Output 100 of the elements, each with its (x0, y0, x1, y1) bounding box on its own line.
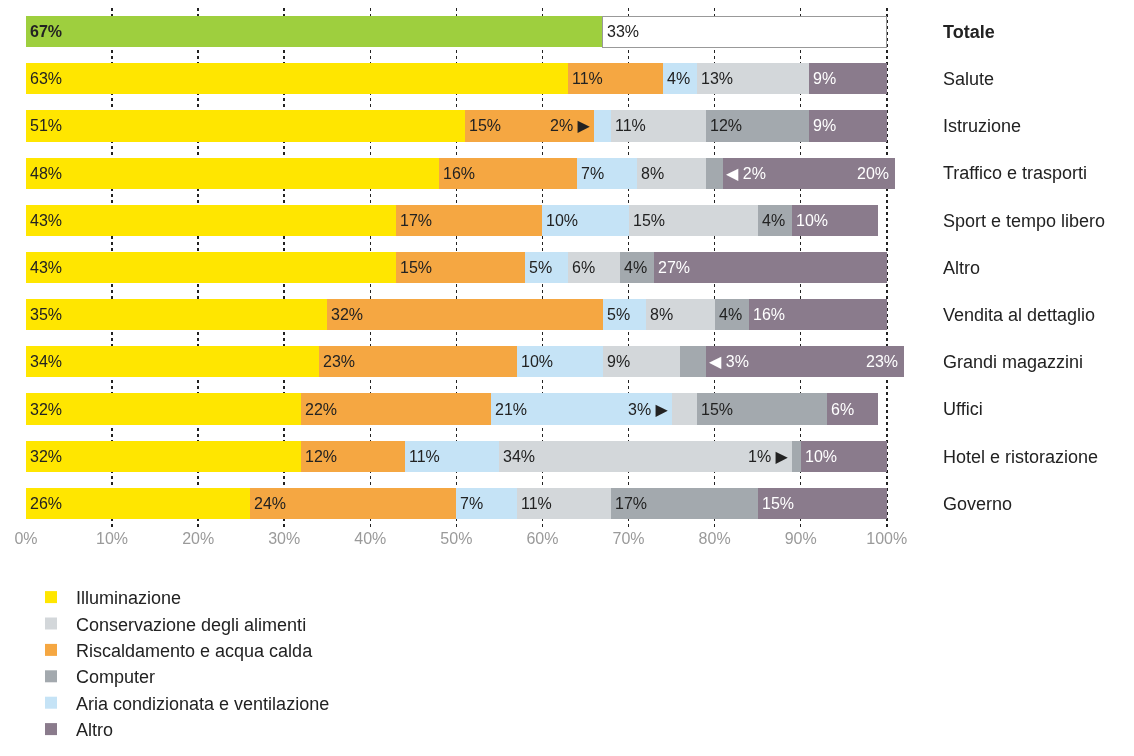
data-label: ◀ 2% (726, 165, 766, 182)
data-label: 9% (813, 117, 837, 134)
data-label: 20% (857, 165, 890, 182)
data-label: 23% (866, 353, 899, 370)
bar (26, 346, 319, 378)
bar (611, 110, 707, 142)
legend-label: Altro (76, 720, 114, 741)
bar (697, 393, 827, 425)
bar (654, 251, 887, 284)
x-tick-label: 40% (354, 530, 387, 547)
data-label: 11% (615, 117, 646, 134)
y-tick-label: Totale (943, 21, 995, 42)
bar (568, 63, 663, 95)
data-label: 4% (762, 212, 786, 229)
data-label: 7% (581, 165, 605, 182)
data-label: 17% (400, 212, 433, 229)
bar (826, 393, 879, 425)
bar (26, 157, 440, 189)
data-label: 43% (30, 212, 63, 229)
bar (800, 440, 887, 472)
data-label: 5% (607, 306, 631, 323)
bar (723, 157, 896, 189)
data-label: 17% (615, 495, 648, 512)
data-label: 8% (641, 165, 665, 182)
bar (516, 346, 603, 378)
data-label: 10% (805, 448, 838, 465)
data-label: 34% (30, 353, 63, 370)
data-label: 15% (469, 117, 502, 134)
data-label: ◀ 3% (709, 353, 749, 370)
y-tick-label: Governo (943, 493, 1013, 514)
data-label: 27% (658, 259, 691, 276)
data-label: 10% (521, 353, 554, 370)
legend-label: Illuminazione (76, 588, 182, 609)
x-tick-label: 30% (268, 530, 301, 547)
x-tick-label: 80% (698, 530, 731, 547)
bar (706, 110, 810, 142)
data-label: 26% (30, 495, 63, 512)
bar (26, 63, 569, 95)
x-tick-label: 100% (866, 530, 908, 547)
bar (706, 157, 724, 189)
bar (809, 110, 887, 142)
bar (396, 204, 543, 236)
bar (809, 63, 887, 95)
bar (26, 16, 603, 48)
data-label: 15% (701, 401, 734, 418)
bar (439, 157, 577, 189)
data-label: 12% (710, 117, 743, 134)
bar (602, 15, 888, 48)
data-label: 34% (503, 448, 536, 465)
data-label: 4% (624, 259, 648, 276)
bar (594, 110, 612, 142)
bar (611, 487, 758, 519)
data-label: 16% (753, 306, 786, 323)
data-label: 13% (701, 70, 734, 87)
data-label: 7% (460, 495, 484, 512)
data-label: 67% (30, 23, 63, 40)
bar (404, 440, 500, 472)
y-tick-label: Altro (943, 257, 981, 278)
data-label: 48% (30, 165, 63, 182)
bar (602, 346, 681, 378)
bar (637, 157, 707, 189)
data-label: 2% ▶ (550, 117, 591, 134)
data-label: 15% (633, 212, 666, 229)
x-tick-label: 0% (14, 530, 38, 547)
data-label: 1% ▶ (748, 448, 789, 465)
bar (749, 299, 887, 331)
data-label: 11% (572, 70, 603, 87)
data-label: 8% (650, 306, 674, 323)
bar (26, 251, 397, 284)
data-label: 16% (443, 165, 476, 182)
x-tick-label: 10% (96, 530, 129, 547)
data-label: 11% (521, 495, 552, 512)
bar (499, 440, 793, 472)
data-label: 5% (529, 259, 553, 276)
x-tick-label: 50% (440, 530, 473, 547)
bar (327, 299, 603, 331)
data-label: 6% (831, 401, 855, 418)
bar (26, 487, 250, 519)
bar (671, 393, 698, 425)
x-tick-label: 90% (784, 530, 817, 547)
data-label: 51% (30, 117, 63, 134)
y-tick-label: Hotel e ristorazione (943, 446, 1099, 467)
data-label: 3% ▶ (628, 401, 669, 418)
data-label: 43% (30, 259, 63, 276)
bar (697, 63, 810, 95)
data-label: 12% (305, 448, 338, 465)
y-tick-label: Vendita al dettaglio (943, 304, 1096, 325)
data-label: 4% (667, 70, 691, 87)
bar (26, 393, 302, 425)
bar (757, 487, 887, 519)
data-label: 4% (719, 306, 743, 323)
data-label: 23% (323, 353, 356, 370)
bar (680, 346, 707, 378)
bar (456, 487, 517, 519)
bar (645, 299, 715, 331)
bar (706, 346, 904, 378)
x-tick-label: 70% (612, 530, 645, 547)
data-label: 33% (607, 23, 640, 40)
legend-label: Aria condizionata e ventilazione (76, 693, 330, 714)
bar (396, 251, 526, 284)
